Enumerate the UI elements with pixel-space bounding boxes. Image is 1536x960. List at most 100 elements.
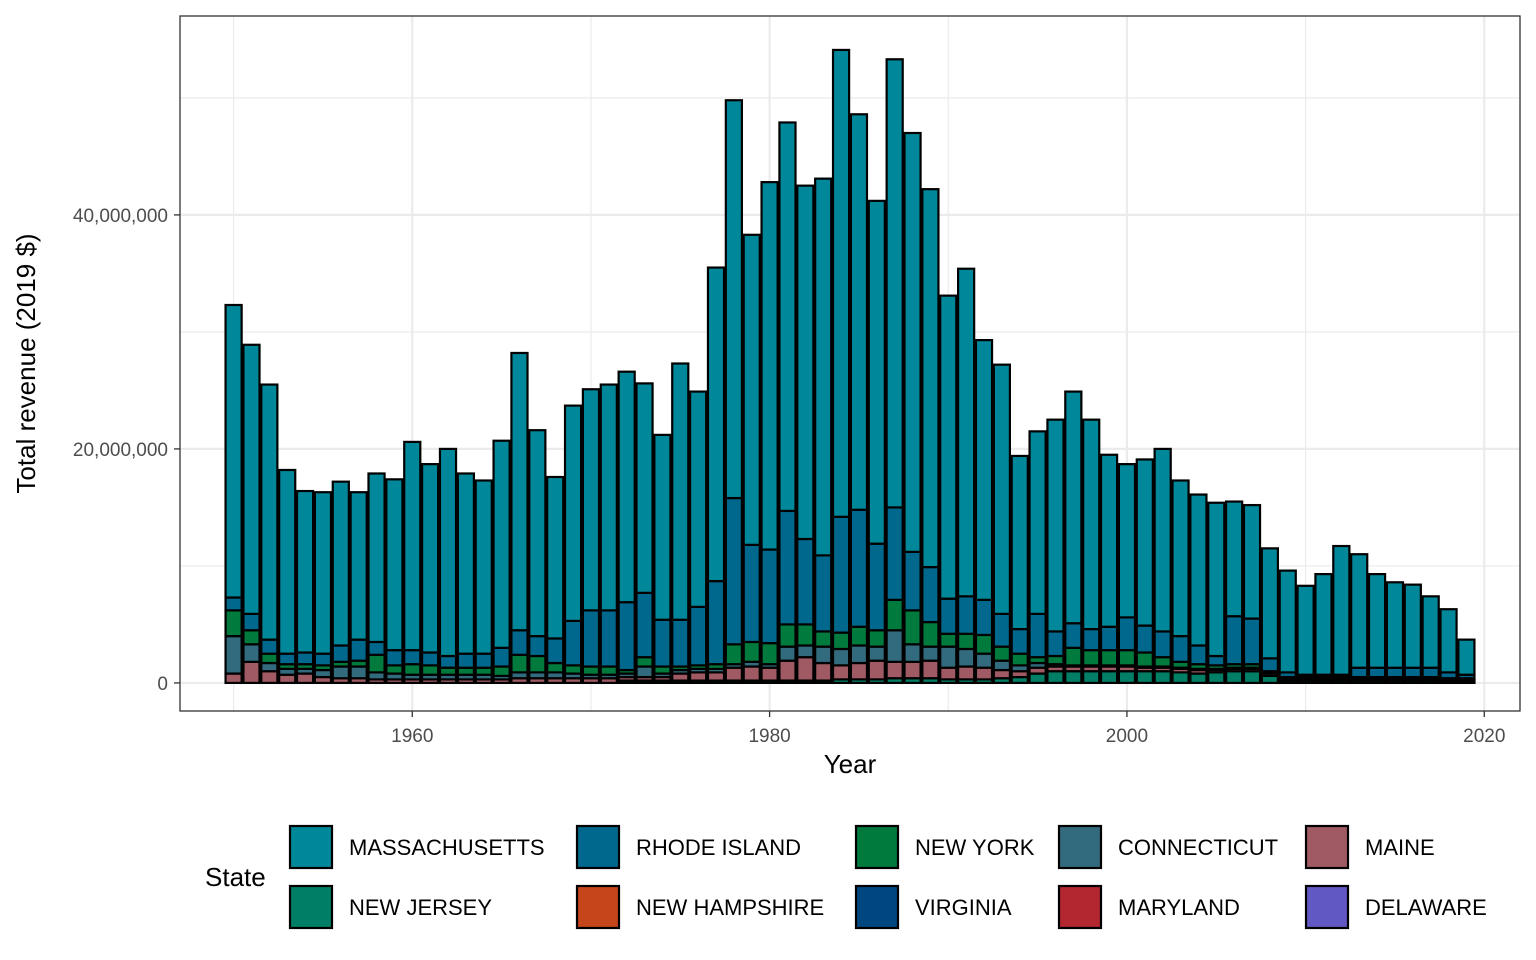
bar-segment-new-york-1988 — [903, 609, 922, 646]
bar-segment-rhode-island-1968 — [546, 637, 565, 665]
bar-segment-new-jersey-2007 — [1242, 670, 1262, 685]
bar-segment-connecticut-1981 — [778, 645, 797, 662]
bar-segment-massachusetts-1971 — [599, 383, 618, 612]
bar-segment-massachusetts-2008 — [1260, 547, 1280, 660]
bar-segment-rhode-island-1971 — [599, 609, 618, 668]
bar-segment-massachusetts-1989 — [921, 188, 940, 569]
bar-segment-new-york-1985 — [849, 625, 869, 647]
bar-segment-new-york-1989 — [921, 620, 940, 648]
bar-segment-massachusetts-1952 — [260, 383, 279, 641]
legend-label-maryland: MARYLAND — [1118, 895, 1240, 920]
bar-segment-new-jersey-1998 — [1082, 670, 1101, 685]
bar-segment-connecticut-1956 — [331, 665, 350, 680]
bars-layer — [224, 48, 1476, 685]
bar-segment-rhode-island-1955 — [313, 652, 333, 667]
bar-segment-rhode-island-1973 — [635, 591, 654, 659]
bar-segment-massachusetts-2018 — [1439, 608, 1458, 674]
bar-segment-massachusetts-1968 — [546, 475, 565, 640]
bar-segment-new-york-2002 — [1153, 656, 1172, 668]
bar-segment-new-york-1998 — [1082, 649, 1101, 667]
bar-segment-new-york-1961 — [420, 664, 440, 676]
bar-segment-new-york-1978 — [724, 643, 744, 666]
bar-segment-rhode-island-1989 — [921, 565, 940, 624]
legend-key-delaware — [1304, 884, 1350, 930]
bar-segment-new-york-1983 — [814, 630, 833, 648]
bar-segment-new-york-1960 — [403, 663, 422, 676]
bar-segment-new-jersey-2003 — [1171, 671, 1190, 685]
bar-segment-massachusetts-1978 — [724, 99, 744, 500]
bar-segment-massachusetts-1967 — [528, 429, 547, 638]
bar-segment-rhode-island-1953 — [278, 652, 297, 666]
bar-segment-rhode-island-2005 — [1207, 654, 1226, 667]
bar-segment-rhode-island-1966 — [510, 629, 529, 656]
bar-segment-new-jersey-1996 — [1046, 670, 1065, 685]
bar-segment-connecticut-1989 — [921, 645, 940, 662]
legend-label-connecticut: CONNECTICUT — [1118, 835, 1278, 860]
bar-segment-massachusetts-1975 — [671, 362, 690, 621]
bar-segment-rhode-island-1961 — [420, 651, 440, 667]
bar-segment-connecticut-1985 — [849, 644, 869, 665]
bar-segment-massachusetts-1992 — [974, 338, 994, 601]
bar-segment-new-york-1997 — [1064, 646, 1083, 667]
bar-segment-rhode-island-2007 — [1242, 617, 1262, 666]
bar-segment-massachusetts-1977 — [706, 266, 726, 583]
bar-segment-new-york-1967 — [528, 654, 547, 674]
bar-segment-massachusetts-1979 — [742, 233, 761, 546]
x-tick-label: 1960 — [391, 726, 433, 747]
x-tick-label: 2020 — [1463, 726, 1505, 747]
bar-segment-massachusetts-1953 — [278, 468, 297, 655]
bar-segment-rhode-island-1994 — [1010, 627, 1029, 655]
bar-segment-new-york-1952 — [260, 652, 279, 665]
bar-segment-rhode-island-1958 — [367, 640, 386, 656]
bar-segment-maine-1988 — [903, 660, 922, 680]
bar-segment-rhode-island-1986 — [867, 542, 886, 632]
bar-segment-rhode-island-2002 — [1153, 630, 1172, 659]
bar-segment-massachusetts-2012 — [1332, 544, 1351, 676]
bar-segment-connecticut-1986 — [867, 645, 886, 662]
bar-segment-connecticut-1950 — [224, 635, 243, 675]
bar-segment-maine-1977 — [706, 671, 726, 682]
bar-segment-new-york-1968 — [546, 661, 565, 674]
bar-segment-rhode-island-1977 — [706, 580, 726, 666]
bar-segment-massachusetts-1965 — [492, 439, 511, 649]
bar-segment-new-york-1958 — [367, 653, 386, 674]
bar-segment-massachusetts-2013 — [1350, 553, 1369, 669]
bar-segment-connecticut-1992 — [974, 652, 994, 669]
bar-segment-maine-1980 — [760, 666, 779, 682]
legend-label-rhode-island: RHODE ISLAND — [636, 835, 801, 860]
bar-segment-maine-1952 — [260, 670, 279, 685]
bar-segment-rhode-island-1970 — [581, 609, 601, 668]
legend-label-delaware: DELAWARE — [1365, 895, 1487, 920]
bar-segment-connecticut-1982 — [796, 644, 815, 659]
bar-segment-rhode-island-1999 — [1099, 625, 1119, 652]
bar-segment-massachusetts-1993 — [992, 363, 1012, 615]
bar-segment-rhode-island-1979 — [742, 543, 761, 644]
bar-segment-massachusetts-1980 — [760, 181, 779, 551]
legend-label-new-york: NEW YORK — [915, 835, 1035, 860]
legend-key-new-hampshire — [575, 884, 621, 930]
bar-segment-new-york-1979 — [742, 640, 761, 663]
bar-segment-rhode-island-2008 — [1260, 657, 1280, 673]
legend-key-connecticut — [1057, 824, 1103, 870]
bar-segment-maine-1992 — [974, 666, 994, 681]
legend-key-massachusetts — [288, 824, 334, 870]
bar-segment-massachusetts-1966 — [510, 351, 529, 632]
bar-segment-maine-1951 — [242, 660, 261, 685]
bar-segment-rhode-island-1974 — [653, 618, 672, 668]
bar-segment-rhode-island-1963 — [456, 652, 476, 669]
bar-segment-new-york-1981 — [778, 623, 797, 648]
bar-segment-massachusetts-2002 — [1153, 447, 1172, 633]
bar-segment-connecticut-1957 — [349, 665, 368, 680]
bar-segment-massachusetts-1998 — [1082, 418, 1101, 631]
bar-segment-massachusetts-1986 — [867, 199, 886, 545]
bar-segment-rhode-island-2016 — [1403, 666, 1422, 679]
bar-segment-rhode-island-2001 — [1135, 624, 1154, 654]
bar-segment-maine-1991 — [956, 665, 976, 681]
bar-segment-massachusetts-1987 — [885, 58, 904, 509]
bar-segment-massachusetts-1985 — [849, 113, 869, 511]
bar-segment-massachusetts-1964 — [474, 479, 493, 655]
bar-segment-rhode-island-1988 — [903, 550, 922, 612]
bar-segment-rhode-island-1957 — [349, 638, 368, 662]
legend-key-virginia — [854, 884, 900, 930]
